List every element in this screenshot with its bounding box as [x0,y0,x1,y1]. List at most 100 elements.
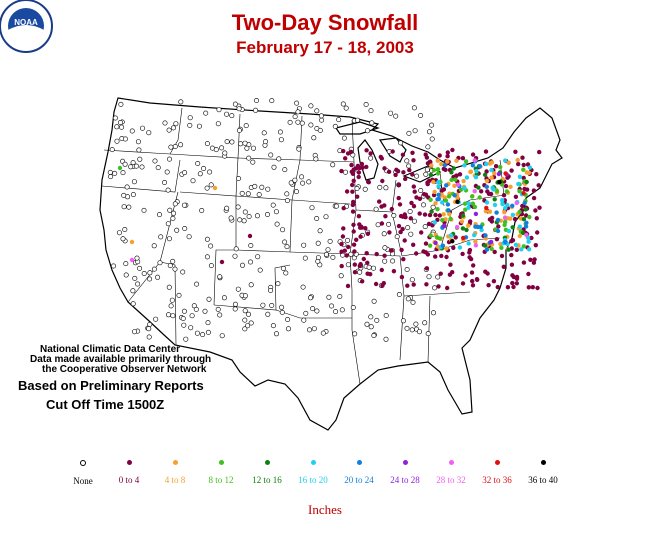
station-marker [253,107,259,113]
station-marker [178,99,184,105]
station-marker [436,284,441,289]
station-marker [236,106,242,112]
station-marker [357,269,363,275]
station-marker [365,231,371,236]
station-marker [486,191,492,196]
station-marker [514,200,519,206]
station-marker [445,285,450,291]
station-marker [205,320,211,326]
station-marker [522,200,527,206]
station-marker [410,150,415,155]
station-marker [366,179,371,185]
station-marker [351,242,357,247]
station-marker [244,145,250,151]
station-marker [240,262,246,268]
legend-label: 28 to 32 [436,475,466,485]
station-marker [503,183,509,189]
station-marker [436,196,441,202]
station-marker [380,178,385,184]
station-marker [120,170,126,176]
station-marker [439,253,444,259]
station-marker [203,110,209,116]
units-label: Inches [308,502,342,517]
station-marker [422,320,428,326]
station-marker [169,297,175,303]
station-marker [273,331,279,337]
station-marker [206,296,212,302]
station-marker [204,236,210,242]
station-marker [336,117,342,123]
station-marker [400,214,406,219]
station-marker [345,237,351,243]
station-marker [302,255,308,261]
station-marker [364,321,370,327]
legend-label: 24 to 28 [390,475,420,485]
station-marker [470,283,476,288]
station-marker [182,170,188,176]
station-marker [357,263,362,269]
station-marker [422,224,428,230]
station-marker [352,249,357,254]
station-marker [229,113,235,119]
station-marker [409,277,415,283]
station-marker [514,281,519,286]
station-marker [445,202,451,207]
station-marker [181,202,187,208]
station-marker [180,315,186,321]
station-marker [333,309,339,315]
station-marker [359,225,364,230]
station-marker [235,286,241,292]
station-marker [310,306,316,312]
station-marker [466,205,471,210]
legend-dot [264,460,270,465]
station-marker [505,202,510,208]
legend: None 0 to 4 4 to 8 8 to 12 12 to 16 16 t… [60,460,600,490]
station-marker [470,278,475,284]
station-marker [411,282,416,287]
station-marker [460,213,466,218]
station-marker [188,325,194,331]
station-marker [466,223,471,228]
station-marker [425,331,431,337]
station-marker [531,260,537,265]
station-marker [365,260,370,265]
station-marker [339,263,344,269]
station-marker [146,334,152,340]
legend-item: 16 to 20 [290,460,336,485]
info-line-2: Data made available primarily through [30,354,212,365]
station-marker [280,265,286,271]
station-marker [416,329,422,335]
station-marker [421,192,427,197]
station-marker [397,202,403,207]
station-marker [393,172,398,178]
station-marker [261,130,267,136]
station-marker [410,299,416,305]
station-marker [537,149,542,155]
station-marker [500,201,505,207]
station-marker [199,208,205,214]
station-marker [269,98,275,104]
station-marker [426,129,432,135]
station-marker [530,285,535,290]
station-marker [432,285,438,291]
station-marker [166,236,172,242]
station-marker [241,218,247,224]
station-marker [271,164,277,170]
station-marker [284,244,290,250]
station-marker [514,276,520,281]
station-marker [436,179,441,185]
station-marker [413,321,419,327]
station-marker [529,235,534,241]
station-marker [166,312,172,318]
station-marker [122,161,128,167]
station-marker [508,184,513,189]
station-marker [447,211,452,217]
station-marker [114,124,120,130]
station-marker [341,135,347,141]
station-marker [429,209,434,214]
station-marker [356,214,362,219]
station-marker [520,203,525,209]
station-marker [521,217,527,222]
station-marker [364,251,369,256]
station-marker [364,128,370,134]
